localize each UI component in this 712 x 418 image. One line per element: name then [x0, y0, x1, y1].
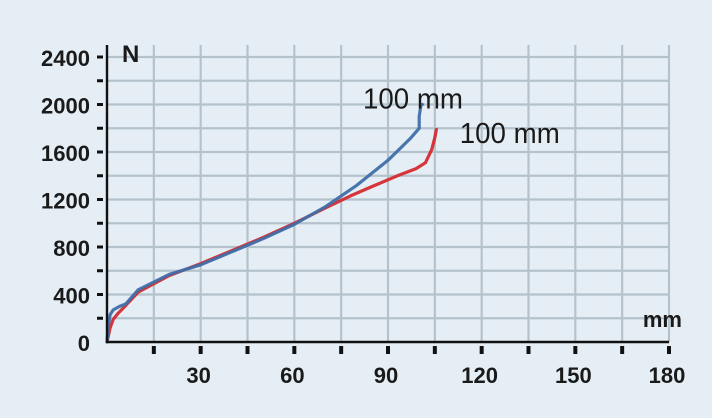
- x-tick-label: 30: [186, 363, 210, 388]
- y-tick-label: 1600: [41, 141, 90, 166]
- x-tick-label: 120: [461, 363, 498, 388]
- x-axis-unit-label: mm: [643, 307, 682, 332]
- x-tick-label: 180: [649, 363, 686, 388]
- y-tick-label: 400: [53, 284, 90, 309]
- x-tick-label: 90: [374, 363, 398, 388]
- y-tick-label: 0: [78, 331, 90, 356]
- y-tick-label: 2000: [41, 94, 90, 119]
- x-tick-label: 60: [280, 363, 304, 388]
- series-label-1: 100 mm: [363, 84, 463, 116]
- tick-labels: 0 400 800 1200 1600 2000 2400 30 60 90 120 150 180 Nm…: [41, 41, 685, 388]
- series-line-2: [105, 102, 424, 344]
- y-tick-label: 1200: [41, 189, 90, 214]
- grid-lines: [107, 45, 671, 342]
- series-group: [105, 102, 438, 344]
- y-tick-label: 800: [53, 236, 90, 261]
- x-tick-label: 150: [555, 363, 592, 388]
- y-tick-label: 2400: [41, 46, 90, 71]
- y-axis-unit-label: N: [122, 41, 139, 68]
- axes: [97, 45, 671, 354]
- series-label-2: 100 mm: [460, 118, 560, 150]
